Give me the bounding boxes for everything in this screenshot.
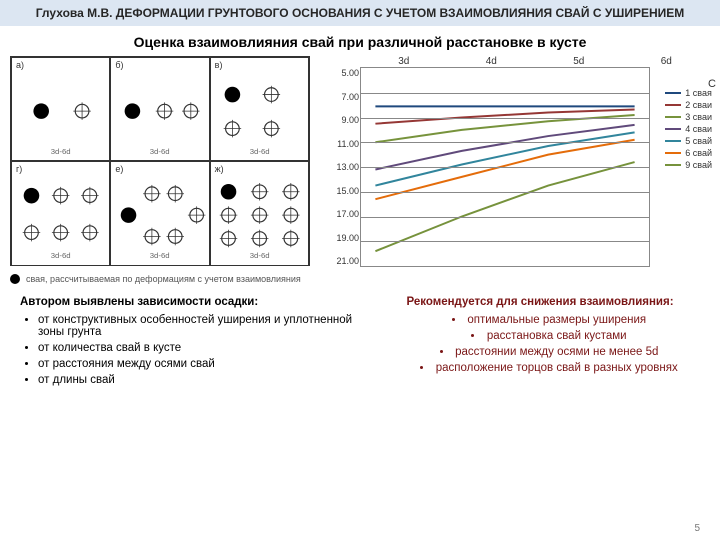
legend-swatch	[665, 104, 681, 106]
finding-item: от конструктивных особенностей уширения …	[38, 314, 360, 338]
y-tick-label: 15.00	[331, 186, 359, 196]
legend-swatch	[665, 164, 681, 166]
legend-label: 9 свай	[685, 160, 712, 170]
gridline	[361, 93, 649, 94]
diagram-legend: свая, рассчитываемая по деформациям с уч…	[10, 274, 320, 284]
recommendations-block: Рекомендуется для снижения взаимовлияния…	[380, 296, 700, 390]
cell-svg: 3d-6d	[12, 58, 109, 160]
legend-row: 1 свая	[665, 88, 712, 98]
legend-row: 6 свай	[665, 148, 712, 158]
svg-text:3d-6d: 3d-6d	[150, 147, 170, 156]
legend-label: 1 свая	[685, 88, 712, 98]
gridline	[361, 217, 649, 218]
cell-svg: 3d-6d	[12, 162, 109, 264]
x-tick-label: 6d	[661, 56, 672, 67]
recommendations-lead: Рекомендуется для снижения взаимовлияния…	[380, 296, 700, 308]
cell-label: г)	[16, 164, 22, 174]
left-column: а) 3d-6d б) 3d-6d в) 3d-6d г) 3d-6d е) 3d-6d ж) 3d-…	[10, 56, 320, 286]
filled-pile-icon	[10, 274, 20, 284]
diagram-cell: а) 3d-6d	[11, 57, 110, 161]
content-row: а) 3d-6d б) 3d-6d в) 3d-6d г) 3d-6d е) 3d-6d ж) 3d-…	[0, 56, 720, 286]
legend-swatch	[665, 92, 681, 94]
y-tick-label: 9.00	[331, 115, 359, 125]
findings-lead: Автором выявлены зависимости осадки:	[20, 296, 360, 308]
diagram-legend-text: свая, рассчитываемая по деформациям с уч…	[26, 274, 301, 284]
cell-label: а)	[16, 60, 24, 70]
diagram-cell: е) 3d-6d	[110, 161, 209, 265]
lower-row: Автором выявлены зависимости осадки: от …	[0, 286, 720, 390]
svg-text:3d-6d: 3d-6d	[249, 251, 269, 260]
recommendation-item: оптимальные размеры уширения	[398, 314, 700, 326]
gridline	[361, 241, 649, 242]
legend-label: 5 свай	[685, 136, 712, 146]
legend-label: 4 сваи	[685, 124, 712, 134]
pile-layout-diagram: а) 3d-6d б) 3d-6d в) 3d-6d г) 3d-6d е) 3d-6d ж) 3d-…	[10, 56, 310, 266]
svg-text:3d-6d: 3d-6d	[249, 147, 269, 156]
legend-swatch	[665, 128, 681, 130]
chart-area: 5.007.009.0011.0013.0015.0017.0019.0021.…	[360, 67, 650, 267]
y-tick-label: 17.00	[331, 209, 359, 219]
cell-label: в)	[215, 60, 223, 70]
svg-text:3d-6d: 3d-6d	[51, 147, 71, 156]
settlement-chart: 3d 4d 5d 6d 5.00 7.00 9.00 11.00 13.00 15.00 17.0…	[330, 56, 710, 286]
legend-swatch	[665, 140, 681, 142]
legend-label: 3 сваи	[685, 112, 712, 122]
cell-label: б)	[115, 60, 123, 70]
y-tick-label: 7.00	[331, 92, 359, 102]
legend-row: 2 сваи	[665, 100, 712, 110]
legend-row: 3 сваи	[665, 112, 712, 122]
cell-svg: 3d-6d	[111, 58, 208, 160]
legend-label: 6 свай	[685, 148, 712, 158]
chart-legend: 1 свая 2 сваи 3 сваи 4 сваи 5 свай 6 свай 9 св…	[665, 86, 712, 172]
finding-item: от расстояния между осями свай	[38, 358, 360, 370]
diagram-cell: в) 3d-6d	[210, 57, 309, 161]
cell-label: е)	[115, 164, 123, 174]
gridline	[361, 118, 649, 119]
svg-text:3d-6d: 3d-6d	[51, 251, 71, 260]
diagram-cell: г) 3d-6d	[11, 161, 110, 265]
legend-row: 5 свай	[665, 136, 712, 146]
cell-svg: 3d-6d	[111, 162, 208, 264]
chart-x-labels: 3d 4d 5d 6d	[330, 56, 710, 67]
subtitle: Оценка взаимовлияния свай при различной …	[0, 34, 720, 50]
chart-y-labels: 5.00 7.00 9.00 11.00 13.00 15.00 17.00 19.00 21.…	[331, 68, 359, 266]
legend-swatch	[665, 116, 681, 118]
gridline	[361, 192, 649, 193]
recommendation-item: расположение торцов свай в разных уровня…	[398, 362, 700, 374]
right-column: 3d 4d 5d 6d 5.00 7.00 9.00 11.00 13.00 15.00 17.0…	[330, 56, 710, 286]
recommendation-item: расстоянии между осями не менее 5d	[398, 346, 700, 358]
legend-row: 4 сваи	[665, 124, 712, 134]
gridline	[361, 142, 649, 143]
y-tick-label: 5.00	[331, 68, 359, 78]
gridline	[361, 167, 649, 168]
diagram-cell: ж) 3d-6d	[210, 161, 309, 265]
page-number: 5	[694, 523, 700, 534]
x-tick-label: 3d	[398, 56, 409, 67]
findings-list: от конструктивных особенностей уширения …	[20, 314, 360, 386]
findings-block: Автором выявлены зависимости осадки: от …	[20, 296, 360, 390]
y-tick-label: 13.00	[331, 162, 359, 172]
svg-text:3d-6d: 3d-6d	[150, 251, 170, 260]
cell-svg: 3d-6d	[211, 58, 308, 160]
y-tick-label: 19.00	[331, 233, 359, 243]
recommendation-item: расстановка свай кустами	[398, 330, 700, 342]
x-tick-label: 4d	[486, 56, 497, 67]
cell-label: ж)	[215, 164, 224, 174]
recommendations-list: оптимальные размеры уширения расстановка …	[380, 314, 700, 374]
legend-label: 2 сваи	[685, 100, 712, 110]
diagram-cell: б) 3d-6d	[110, 57, 209, 161]
series-line	[375, 132, 634, 185]
cell-svg: 3d-6d	[211, 162, 308, 264]
header-band: Глухова М.В. ДЕФОРМАЦИИ ГРУНТОВОГО ОСНОВ…	[0, 0, 720, 26]
legend-row: 9 свай	[665, 160, 712, 170]
legend-swatch	[665, 152, 681, 154]
y-tick-label: 11.00	[331, 139, 359, 149]
y-tick-label: 21.00	[331, 256, 359, 266]
finding-item: от количества свай в кусте	[38, 342, 360, 354]
x-tick-label: 5d	[573, 56, 584, 67]
finding-item: от длины свай	[38, 374, 360, 386]
series-line	[375, 140, 634, 199]
